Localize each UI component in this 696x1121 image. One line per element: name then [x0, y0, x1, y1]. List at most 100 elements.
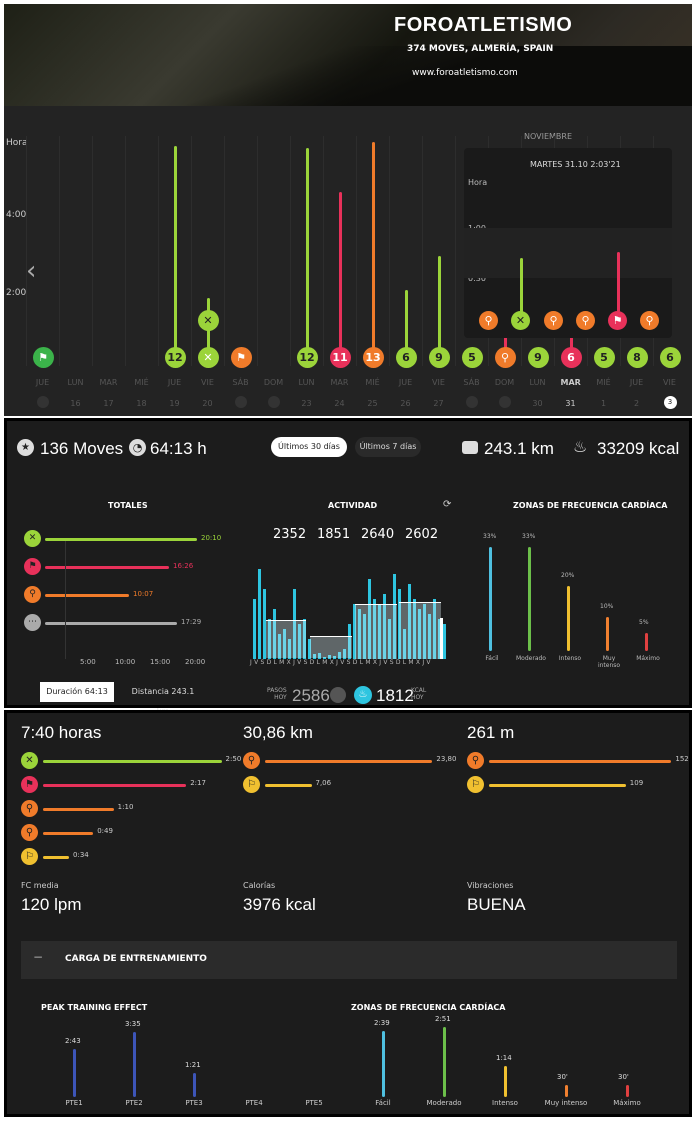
activity-count-badge[interactable]: 9 — [428, 347, 450, 368]
tooltip-bar-1 — [520, 258, 523, 313]
grid-line — [290, 136, 291, 366]
grid-line — [158, 136, 159, 366]
activity-count-badge[interactable]: 5 — [461, 347, 483, 368]
activity-count-badge[interactable]: 9 — [527, 347, 549, 368]
refresh-icon[interactable]: ⟳ — [443, 499, 452, 510]
month-label: NOVIEMBRE — [524, 132, 573, 141]
activity-bar — [338, 652, 341, 659]
brand-title: FOROATLETISMO — [394, 14, 573, 36]
day-label: MAR — [330, 378, 349, 387]
activity-bar — [368, 579, 371, 659]
tooltip-y2: 0:30 — [468, 274, 486, 283]
kcal-label: KCAL HOY — [411, 687, 427, 701]
zona-label: Máximo — [636, 655, 660, 662]
carga-header[interactable]: − CARGA DE ENTRENAMIENTO — [21, 941, 677, 979]
activity-count-badge[interactable]: 11 — [329, 347, 351, 368]
distance-toggle[interactable]: Distancia 243.1 km — [131, 687, 195, 716]
date-label: 25 — [367, 399, 378, 408]
flame-icon: ♨ — [573, 437, 588, 456]
chevron-left-icon[interactable]: ‹ — [26, 256, 37, 286]
date-label: 26 — [400, 399, 411, 408]
clock-icon: ◔ — [129, 439, 146, 456]
day-label: SÁB — [463, 378, 480, 387]
empty-date-dot — [465, 396, 478, 408]
zonas-title: ZONAS DE FRECUENCIA CARDÍACA — [513, 501, 668, 510]
activity-count-badge[interactable]: 5 — [593, 347, 615, 368]
activity-bar — [333, 656, 336, 659]
activity-count-badge[interactable]: 8 — [626, 347, 648, 368]
brand-subtitle: 374 MOVES, ALMERÍA, SPAIN — [407, 44, 554, 54]
carga-zona-bar — [382, 1030, 385, 1097]
bike-icon: ⚲ — [21, 824, 38, 841]
cross-training-icon[interactable]: ✕ — [197, 310, 219, 331]
cross-training-icon: ✕ — [24, 530, 41, 547]
day-label: VIE — [663, 378, 676, 387]
activity-bar — [258, 569, 261, 659]
totales-bar — [45, 622, 177, 625]
duration-value: 0:34 — [73, 851, 89, 859]
date-label: 19 — [169, 399, 180, 408]
activity-bar — [278, 634, 281, 659]
actividad-title: ACTIVIDAD — [328, 501, 378, 510]
week-average-block — [266, 620, 306, 658]
activity-count-badge[interactable]: 12 — [164, 347, 186, 368]
bike-icon[interactable]: ⚲ — [494, 347, 516, 368]
activity-count-badge[interactable]: 6 — [659, 347, 681, 368]
activity-count-badge[interactable]: 12 — [296, 347, 318, 368]
totales-title: TOTALES — [108, 501, 148, 510]
today-date[interactable]: 3 — [663, 396, 677, 409]
tab-last-7-days[interactable]: Últimos 7 días — [355, 437, 421, 457]
total-distance: 243.1 km — [484, 439, 554, 458]
calories-label: Calorías — [243, 881, 276, 890]
activity-bar — [288, 639, 291, 659]
bike-icon: ⚲ — [21, 800, 38, 817]
zona-label: Fácil — [485, 655, 499, 662]
vibrations-value: BUENA — [467, 895, 526, 914]
bike-icon: ⚲ — [479, 311, 498, 330]
activity-bar — [353, 604, 356, 659]
activity-count-badge[interactable]: 6 — [395, 347, 417, 368]
activity-bar — [303, 619, 306, 659]
totales-value: 10:07 — [133, 590, 154, 598]
duration-toggle[interactable]: Duración 64:13 — [40, 682, 114, 702]
week-steps-total: 2352 — [273, 527, 307, 542]
activity-bar — [273, 609, 276, 659]
activity-bar — [438, 619, 441, 659]
detail-panel: 7:40 horas 30,86 km 261 m ✕ 2:50 ⚑ 2:17 ⚲ 1:1… — [4, 710, 692, 1117]
zona-bar — [489, 546, 492, 651]
grid-line — [65, 541, 66, 659]
activity-line — [305, 148, 309, 356]
brand-url[interactable]: www.foroatletismo.com — [412, 68, 518, 78]
activity-line — [371, 142, 375, 356]
tab-last-30-days[interactable]: Últimos 30 días — [271, 437, 347, 457]
day-label: JUE — [629, 378, 644, 387]
walk-icon: ⚐ — [21, 848, 38, 865]
run-icon[interactable]: ⚑ — [32, 347, 54, 368]
calories-value: 3976 kcal — [243, 895, 316, 914]
moves-count: 136 Moves — [40, 439, 124, 458]
collapse-icon[interactable]: − — [33, 950, 44, 964]
run-icon[interactable]: ⚑ — [230, 347, 252, 368]
cross-training-icon[interactable]: ✕ — [197, 347, 219, 368]
day-label: DOM — [263, 378, 284, 387]
cross-training-icon: ✕ — [511, 311, 530, 330]
activity-count-badge[interactable]: 13 — [362, 347, 384, 368]
mountain-background — [4, 46, 692, 106]
steps-today: 2586 — [292, 686, 330, 705]
pte-label: PTE5 — [305, 1099, 323, 1107]
day-label: JUE — [398, 378, 413, 387]
carga-title: CARGA DE ENTRENAMIENTO — [65, 954, 207, 964]
activity-bar — [428, 614, 431, 659]
activity-bar — [328, 655, 331, 659]
summary-panel: ★ 136 Moves ◔ 64:13 h Últimos 30 días Úl… — [4, 418, 692, 716]
steps-label: PASOS HOY — [267, 687, 287, 701]
activity-bar — [308, 639, 311, 659]
total-hours: 64:13 h — [150, 439, 207, 458]
footprint-icon — [330, 687, 346, 703]
fc-label: FC media — [21, 881, 59, 890]
date-label: 16 — [70, 399, 81, 408]
activity-count-badge[interactable]: 6 — [560, 347, 582, 368]
zona-pct: 20% — [561, 572, 575, 580]
day-label: MIÉ — [596, 378, 611, 387]
totales-tick: 10:00 — [115, 658, 136, 666]
